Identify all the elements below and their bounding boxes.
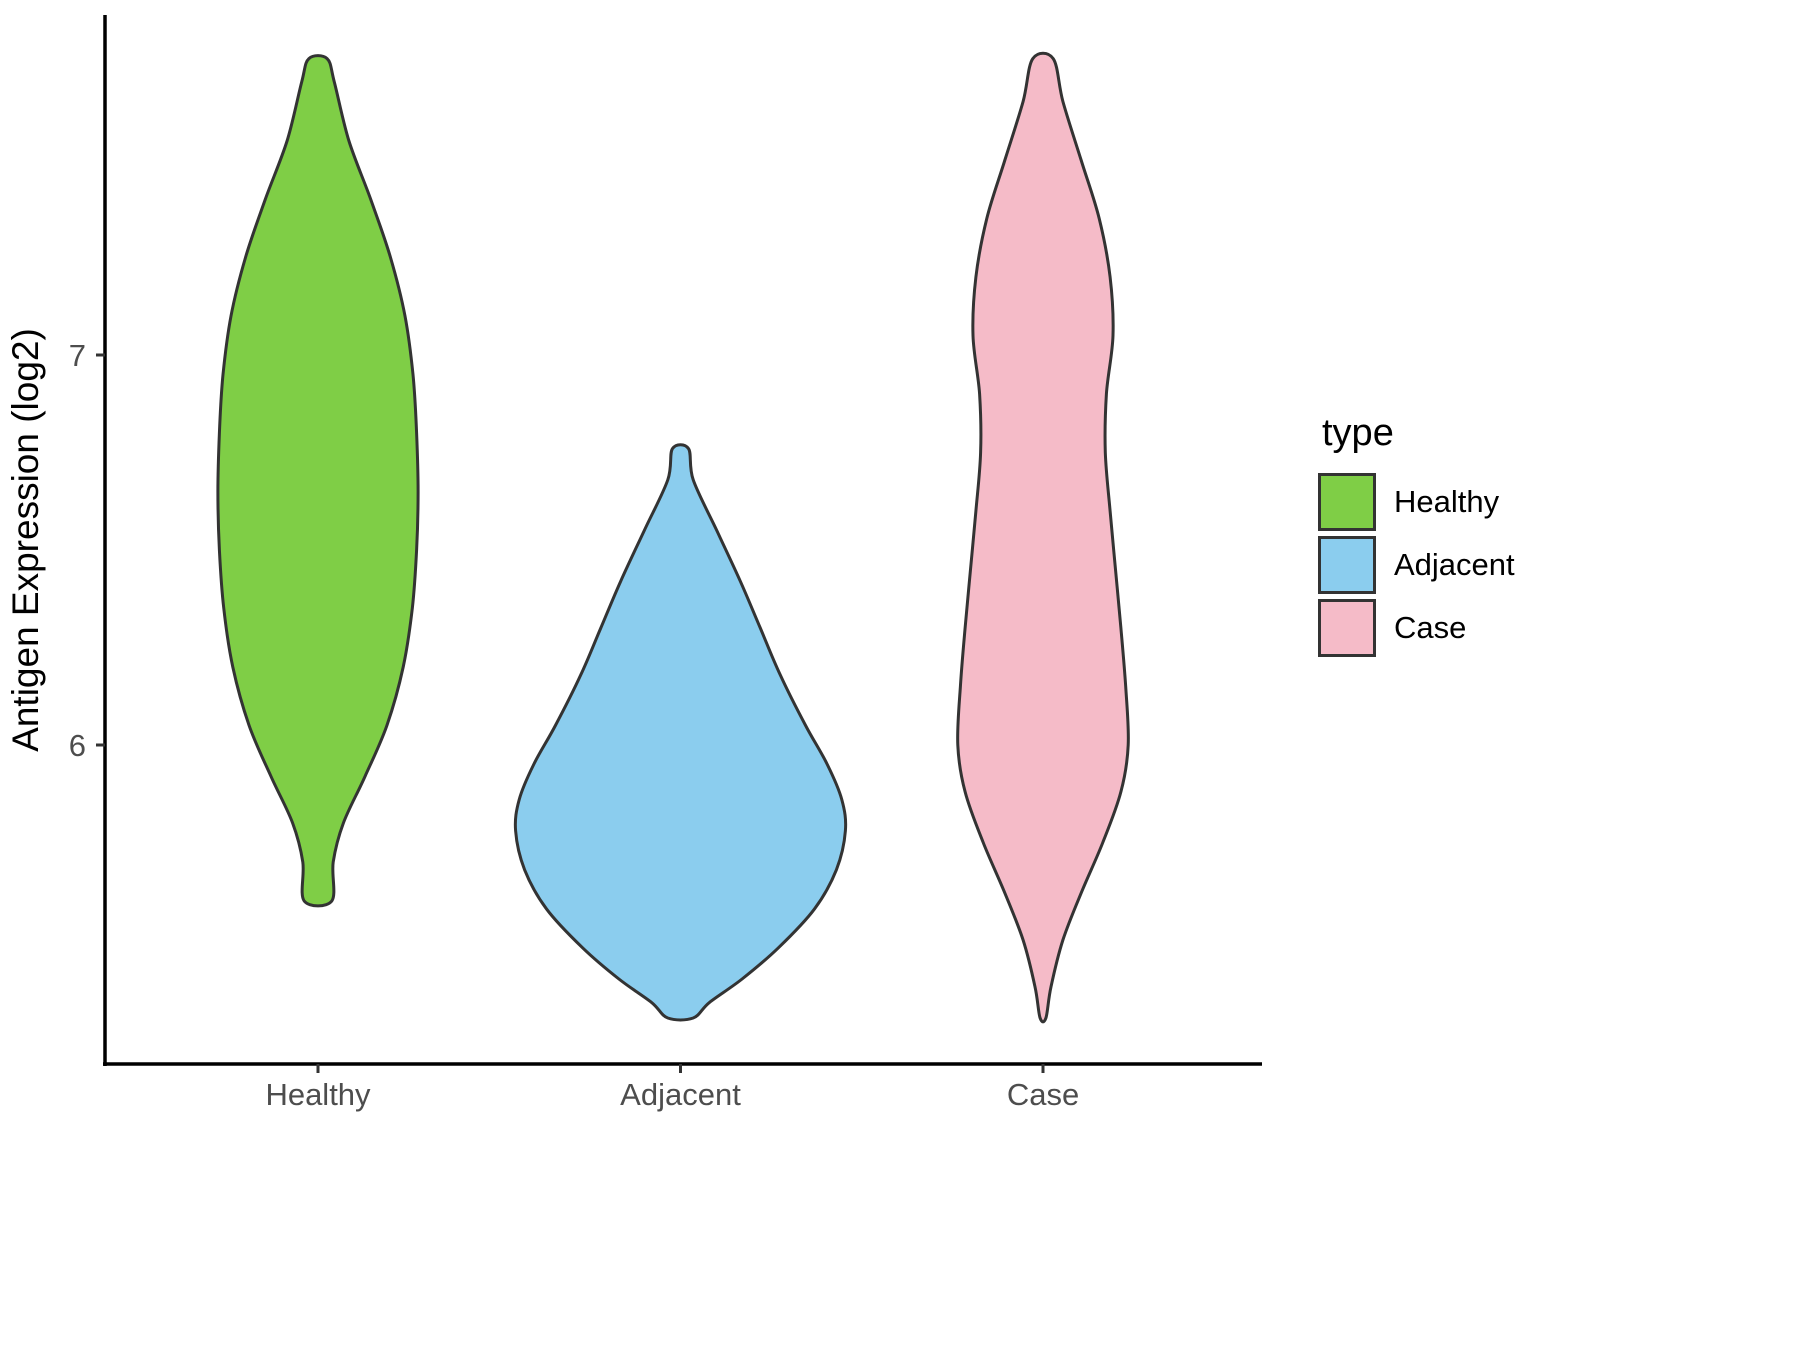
legend-label: Case <box>1394 610 1467 645</box>
y-tick-label: 7 <box>69 338 86 373</box>
legend-swatch-icon <box>1318 473 1376 531</box>
x-tick-label: Healthy <box>265 1077 371 1112</box>
y-axis-title: Antigen Expression (log2) <box>5 328 46 752</box>
violins-group <box>216 51 1130 1024</box>
legend: type Healthy Adjacent Case <box>1318 412 1515 662</box>
x-tick-label: Adjacent <box>620 1077 741 1112</box>
legend-item-healthy: Healthy <box>1318 473 1515 531</box>
legend-label: Adjacent <box>1394 547 1515 582</box>
ticks-group: 7 6 Healthy Adjacent Case <box>69 338 1079 1112</box>
legend-swatch-icon <box>1318 536 1376 594</box>
legend-items: Healthy Adjacent Case <box>1318 473 1515 657</box>
axes-group <box>103 15 1262 1066</box>
x-tick-label: Case <box>1007 1077 1079 1112</box>
y-tick-label: 6 <box>69 728 86 763</box>
legend-item-adjacent: Adjacent <box>1318 536 1515 594</box>
legend-item-case: Case <box>1318 599 1515 657</box>
legend-swatch-icon <box>1318 599 1376 657</box>
legend-label: Healthy <box>1394 484 1500 519</box>
violin-healthy <box>216 54 420 908</box>
violin-case <box>956 51 1130 1024</box>
legend-title: type <box>1322 412 1394 454</box>
violin-adjacent <box>513 443 848 1022</box>
